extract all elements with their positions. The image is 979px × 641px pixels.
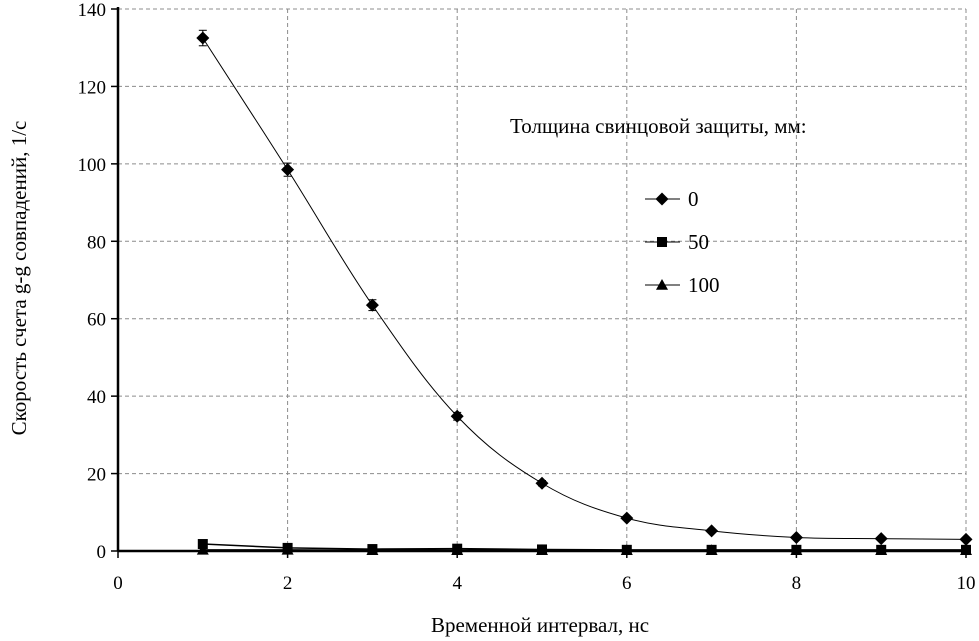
y-tick-label: 100: [78, 155, 107, 176]
legend-marker-diamond: [655, 192, 669, 206]
legend-label: 100: [688, 273, 720, 297]
data-point-0: [789, 530, 803, 544]
data-point-100: [281, 543, 294, 555]
data-point-100: [705, 544, 718, 556]
series-line-50: [202, 543, 966, 551]
grid: [118, 8, 967, 551]
data-point-100: [366, 544, 379, 556]
series-0: [196, 29, 973, 546]
data-point-0: [365, 298, 379, 312]
data-point-0: [196, 31, 210, 45]
data-point-100: [875, 544, 888, 556]
data-point-100: [620, 544, 633, 556]
legend-item-0: 0: [645, 187, 699, 211]
legend-marker-triangle: [656, 279, 668, 290]
data-point-0: [535, 476, 549, 490]
y-tick-label: 120: [78, 77, 107, 98]
legend-label: 50: [688, 230, 709, 254]
series-100: [196, 543, 972, 556]
x-axis-title: Временной интервал, нс: [431, 613, 649, 637]
legend: Толщина свинцовой защиты, мм: 0 50 100: [510, 114, 807, 297]
y-tick-label: 140: [78, 0, 107, 21]
data-point-0: [450, 409, 464, 423]
data-point-100: [196, 543, 209, 555]
y-tick-label: 40: [87, 387, 106, 408]
y-tick-label: 60: [87, 310, 106, 331]
x-tick-label: 8: [792, 573, 802, 594]
data-point-0: [959, 532, 973, 546]
data-point-100: [790, 544, 803, 556]
y-tick-label: 0: [97, 542, 107, 563]
x-tick-label: 2: [283, 573, 293, 594]
legend-label: 0: [688, 187, 699, 211]
data-point-0: [705, 524, 719, 538]
plot-area: [196, 29, 973, 556]
x-tick-label: 6: [622, 573, 632, 594]
data-point-100: [451, 544, 464, 556]
data-point-100: [536, 544, 548, 556]
x-tick-label: 10: [957, 573, 976, 594]
legend-marker-square: [657, 237, 667, 247]
legend-item-100: 100: [645, 273, 720, 297]
series-line-0: [202, 37, 967, 540]
series-50: [197, 539, 971, 555]
y-axis-title: Скорость счета g-g совпадений, 1/с: [7, 121, 31, 436]
legend-title: Толщина свинцовой защиты, мм:: [510, 114, 807, 138]
y-tick-label: 20: [87, 465, 106, 486]
x-tick-label: 0: [113, 573, 123, 594]
data-point-0: [620, 511, 634, 525]
x-tick-label: 4: [452, 573, 462, 594]
data-point-0: [874, 532, 888, 546]
y-tick-label: 80: [87, 232, 106, 253]
legend-item-50: 50: [645, 230, 709, 254]
data-point-0: [281, 163, 295, 177]
data-point-100: [960, 544, 972, 556]
